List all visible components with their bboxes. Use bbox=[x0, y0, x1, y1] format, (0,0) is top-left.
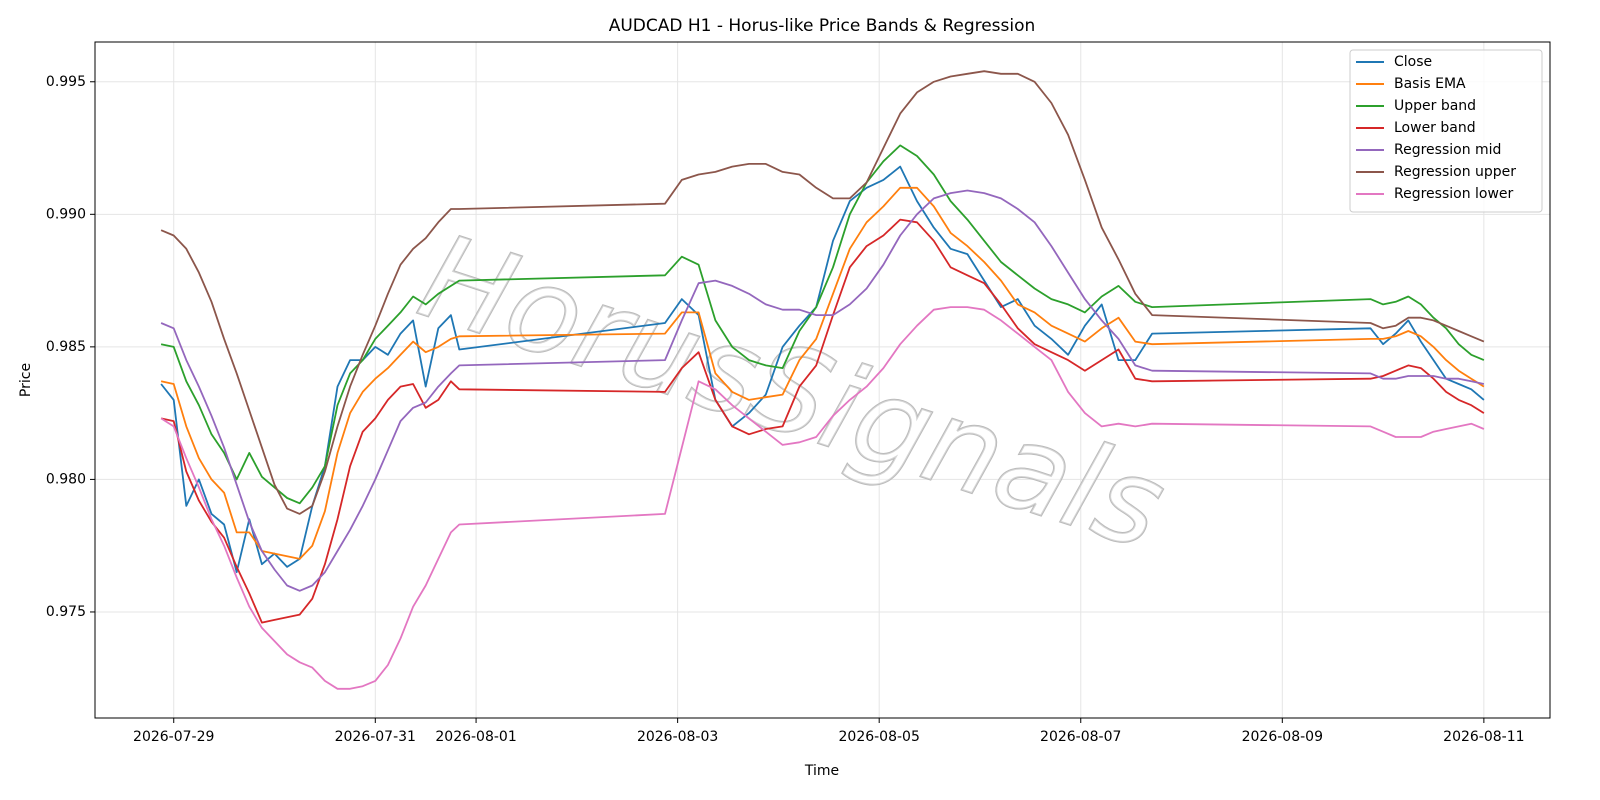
legend: Close Basis EMA Upper band Lower band Regres… bbox=[1349, 49, 1543, 213]
x-tick-label: 2026-08-07 bbox=[1040, 729, 1121, 745]
series-line bbox=[160, 144, 1485, 505]
y-tick-label: 0.995 bbox=[46, 74, 86, 90]
y-tick-label: 0.975 bbox=[46, 604, 86, 620]
x-tick-label: 2026-08-05 bbox=[839, 729, 920, 745]
legend-label: Lower band bbox=[1394, 120, 1476, 136]
series-line bbox=[160, 218, 1485, 624]
legend-label: Upper band bbox=[1394, 98, 1476, 114]
series-line bbox=[160, 165, 1485, 574]
series-line bbox=[160, 70, 1485, 515]
y-tick-label: 0.980 bbox=[46, 471, 86, 487]
x-tick-label: 2026-08-03 bbox=[637, 729, 718, 745]
legend-label: Regression mid bbox=[1394, 142, 1501, 158]
x-tick-label: 2026-08-09 bbox=[1242, 729, 1323, 745]
legend-label: Regression lower bbox=[1394, 186, 1514, 202]
series-line bbox=[160, 186, 1485, 560]
x-tick-label: 2026-08-01 bbox=[435, 729, 516, 745]
x-axis-label: Time bbox=[804, 763, 839, 779]
x-tick-label: 2026-07-31 bbox=[335, 729, 416, 745]
legend-label: Regression upper bbox=[1394, 164, 1516, 180]
y-axis-label: Price bbox=[18, 363, 34, 397]
legend-label: Close bbox=[1394, 54, 1432, 70]
legend-label: Basis EMA bbox=[1394, 76, 1466, 92]
y-tick-label: 0.985 bbox=[46, 339, 86, 355]
y-tick-label: 0.990 bbox=[46, 206, 86, 222]
series-line bbox=[160, 189, 1485, 592]
x-tick-label: 2026-07-29 bbox=[133, 729, 214, 745]
series-line bbox=[160, 306, 1485, 690]
chart-title: AUDCAD H1 - Horus-like Price Bands & Reg… bbox=[609, 16, 1036, 36]
x-tick-label: 2026-08-11 bbox=[1443, 729, 1524, 745]
plot-frame bbox=[94, 41, 1551, 719]
legend-box bbox=[1349, 49, 1543, 213]
